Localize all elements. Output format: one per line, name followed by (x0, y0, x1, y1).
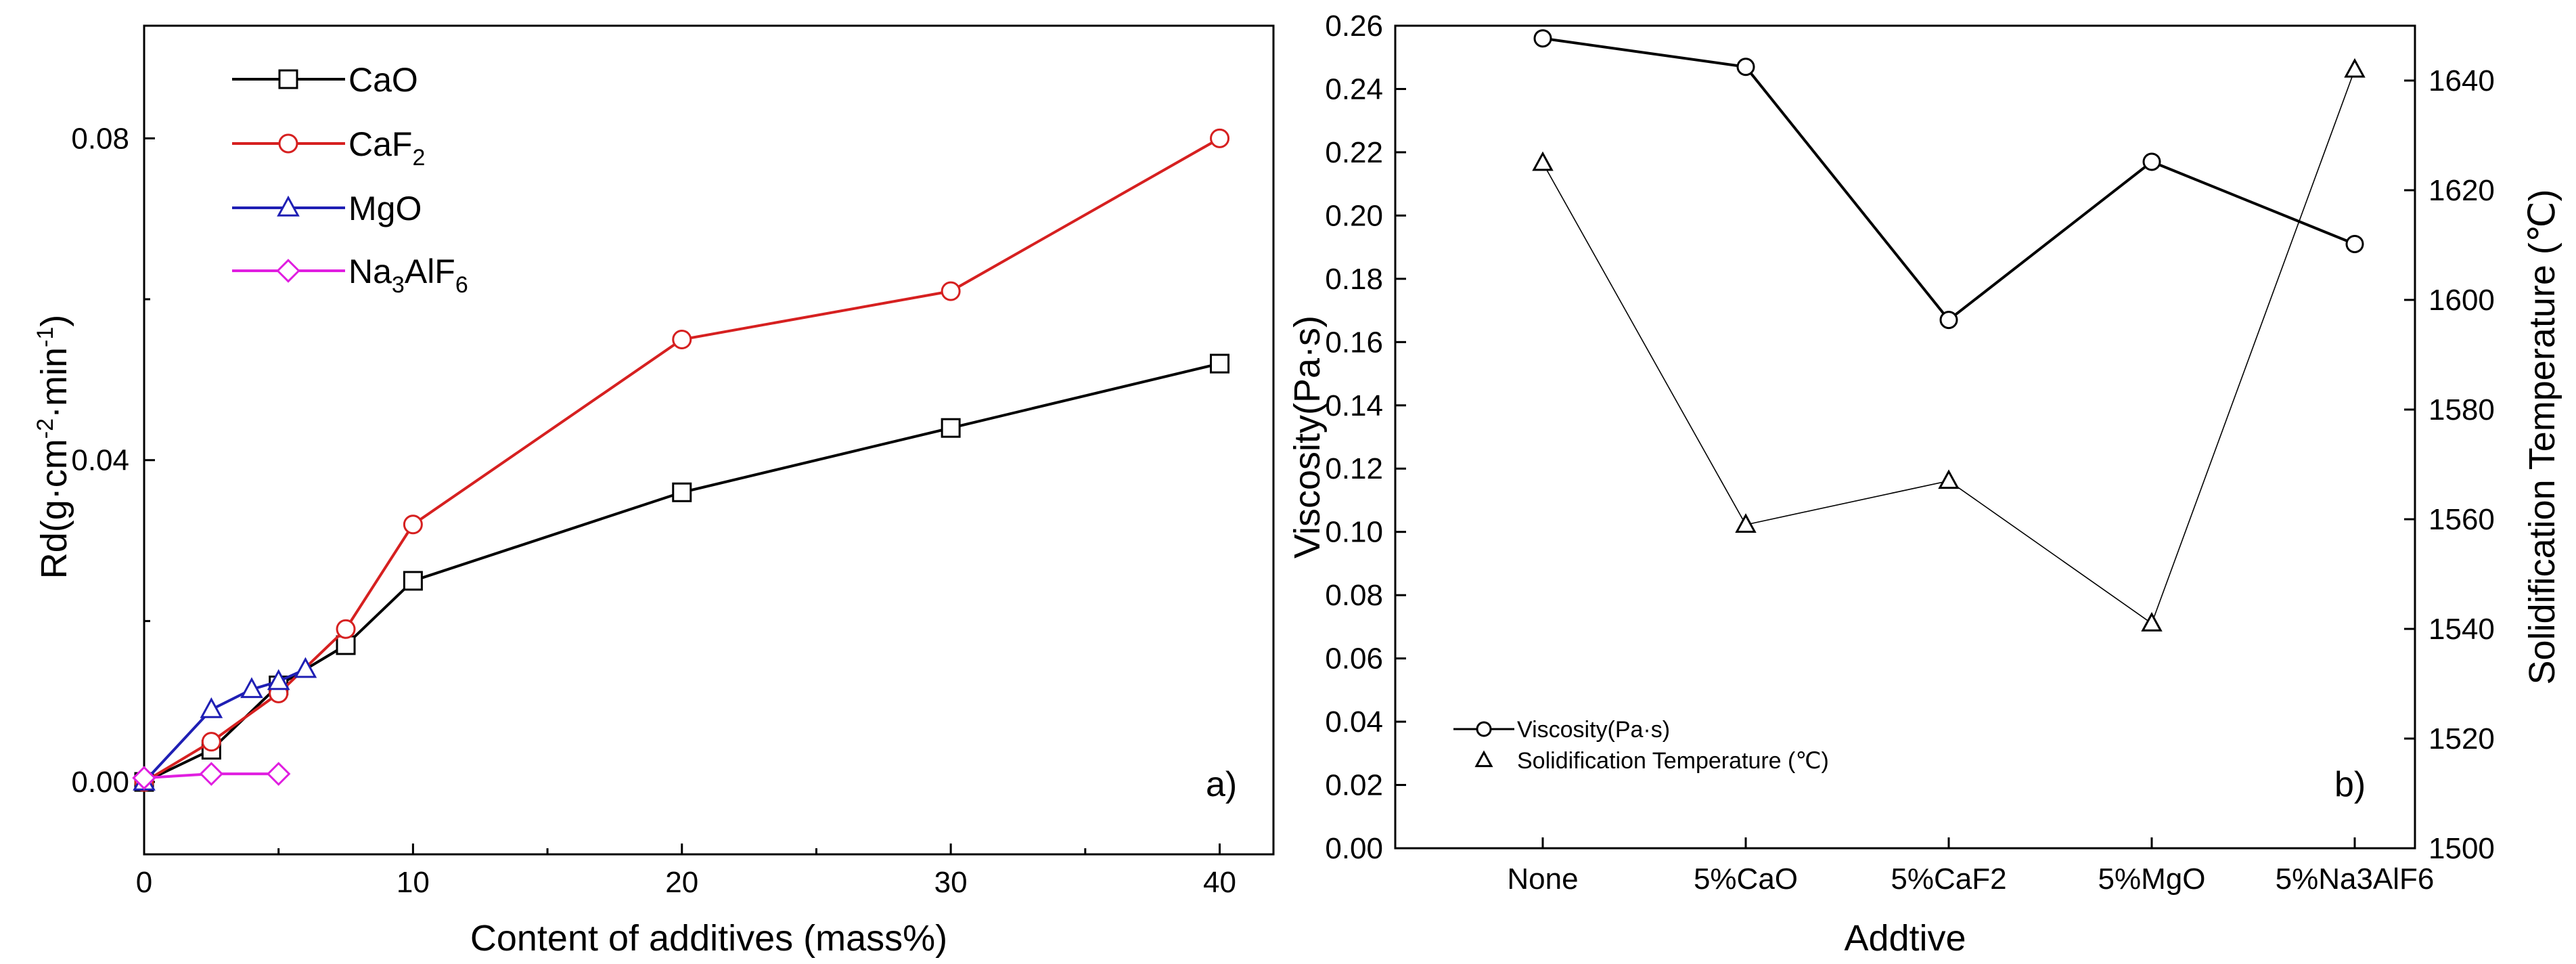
data-point-triangle (1532, 151, 1554, 171)
legend-label-solidification: Solidification Temperature (℃) (1517, 748, 1829, 774)
y2-axis-title-b: Solidification Temperature (℃) (2522, 190, 2562, 685)
y2-tick-label-b: 1500 (2428, 832, 2495, 865)
data-point-CaF2 (336, 619, 356, 639)
chart-b: None 5%CaO 5%CaF2 5%MgO 5%Na3AlF6 0.00 0.02 0.0… (1287, 9, 2562, 959)
panel-label-a: a) (1206, 765, 1237, 804)
legend-marker-solidification (1474, 750, 1493, 768)
y-tick-label-b: 0.08 (1325, 579, 1383, 612)
data-point-circle (1736, 58, 1755, 76)
x-tick-label-a: 30 (934, 866, 968, 899)
y2-tick-label-b: 1560 (2428, 503, 2495, 536)
series-line-circle (1542, 37, 2355, 322)
y2-tick-label-b: 1640 (2428, 64, 2495, 97)
y-axis-title-a: Rd(g·cm-2·min-1) (32, 315, 74, 579)
x-axis-title-a: Content of additives (mass%) (470, 918, 947, 959)
legend-marker-Na3AlF6 (276, 259, 300, 283)
data-point-CaO (941, 418, 961, 438)
x-tick-label-a: 40 (1203, 866, 1236, 899)
legend-marker-MgO (277, 195, 300, 217)
data-point-CaO (403, 571, 423, 591)
y-tick-label-b: 0.06 (1325, 642, 1383, 676)
x-tick-label-b: 5%CaO (1694, 862, 1798, 896)
data-point-triangle (1735, 513, 1757, 533)
legend-marker-viscosity (1476, 721, 1492, 737)
y-tick-label-b: 0.02 (1325, 769, 1383, 802)
data-point-CaO (336, 635, 356, 655)
x-tick-label-a: 20 (665, 866, 698, 899)
y-tick-label-a: 0.00 (71, 766, 129, 799)
legend-label-CaO: CaO (348, 61, 418, 99)
data-point-CaF2 (941, 281, 961, 301)
x-tick-label-b: 5%Na3AlF6 (2276, 862, 2435, 896)
y-tick-label-b: 0.04 (1325, 705, 1383, 739)
x-tick-label-b: 5%MgO (2098, 862, 2206, 896)
series-line-CaO (143, 362, 1220, 783)
y-axis-title-b: Viscosity(Pa·s) (1287, 315, 1328, 558)
chart-a: 0 10 20 30 40 0.00 0.04 0.08 Content of additive… (32, 24, 1275, 959)
plot-frame-b (1394, 24, 2416, 850)
data-point-circle (2142, 152, 2161, 171)
x-tick-label-a: 0 (136, 866, 152, 899)
y2-tick-label-b: 1580 (2428, 393, 2495, 426)
legend-label-viscosity: Viscosity(Pa·s) (1517, 717, 1670, 743)
y-tick-label-b: 0.14 (1325, 389, 1383, 422)
legend-marker-CaF2 (278, 133, 298, 154)
series-line-triangle (1542, 69, 2355, 625)
y-tick-label-b: 0.00 (1325, 832, 1383, 865)
legend-marker-CaO (278, 69, 298, 89)
data-point-circle (1939, 311, 1958, 330)
data-point-MgO (267, 669, 290, 691)
y2-tick-label-b: 1620 (2428, 174, 2495, 207)
data-point-MgO (200, 697, 223, 718)
data-point-triangle (2141, 611, 2163, 632)
data-point-Na3AlF6 (199, 762, 224, 786)
y-tick-label-a: 0.08 (71, 122, 129, 155)
x-tick-label-a: 10 (397, 866, 430, 899)
data-point-triangle (2344, 58, 2366, 78)
y-tick-label-b: 0.18 (1325, 263, 1383, 296)
x-tick-label-b: None (1507, 862, 1578, 896)
data-point-CaF2 (1210, 128, 1230, 148)
legend-label-MgO: MgO (348, 190, 422, 227)
data-point-Na3AlF6 (132, 766, 156, 790)
y-tick-label-b: 0.10 (1325, 516, 1383, 549)
series-line-CaF2 (143, 137, 1221, 783)
y-tick-label-b: 0.20 (1325, 199, 1383, 232)
y-tick-label-b: 0.22 (1325, 136, 1383, 169)
data-point-CaF2 (201, 732, 221, 752)
y-tick-label-b: 0.24 (1325, 72, 1383, 106)
y2-tick-label-b: 1540 (2428, 613, 2495, 646)
data-point-circle (1533, 29, 1552, 48)
y-tick-label-b: 0.12 (1325, 452, 1383, 485)
x-tick-label-b: 5%CaF2 (1891, 862, 2006, 896)
legend-label-Na3AlF6: Na3AlF6 (348, 253, 468, 298)
data-point-triangle (1938, 469, 1960, 489)
data-point-CaF2 (672, 329, 692, 349)
y2-tick-label-b: 1520 (2428, 722, 2495, 755)
data-point-MgO (294, 657, 317, 678)
data-point-Na3AlF6 (266, 762, 291, 786)
y-tick-label-b: 0.16 (1325, 326, 1383, 359)
data-point-MgO (240, 677, 263, 699)
data-point-CaF2 (403, 514, 423, 535)
y-tick-label-a: 0.04 (71, 444, 129, 477)
legend-label-CaF2: CaF2 (348, 125, 425, 171)
plot-frame-a (143, 24, 1275, 856)
data-point-circle (2345, 234, 2364, 253)
x-axis-title-b: Addtive (1844, 918, 1966, 959)
y-tick-label-b: 0.26 (1325, 9, 1383, 43)
data-point-CaO (1210, 353, 1230, 374)
data-point-CaO (672, 482, 692, 502)
panel-label-b: b) (2334, 765, 2366, 804)
y2-tick-label-b: 1600 (2428, 284, 2495, 317)
